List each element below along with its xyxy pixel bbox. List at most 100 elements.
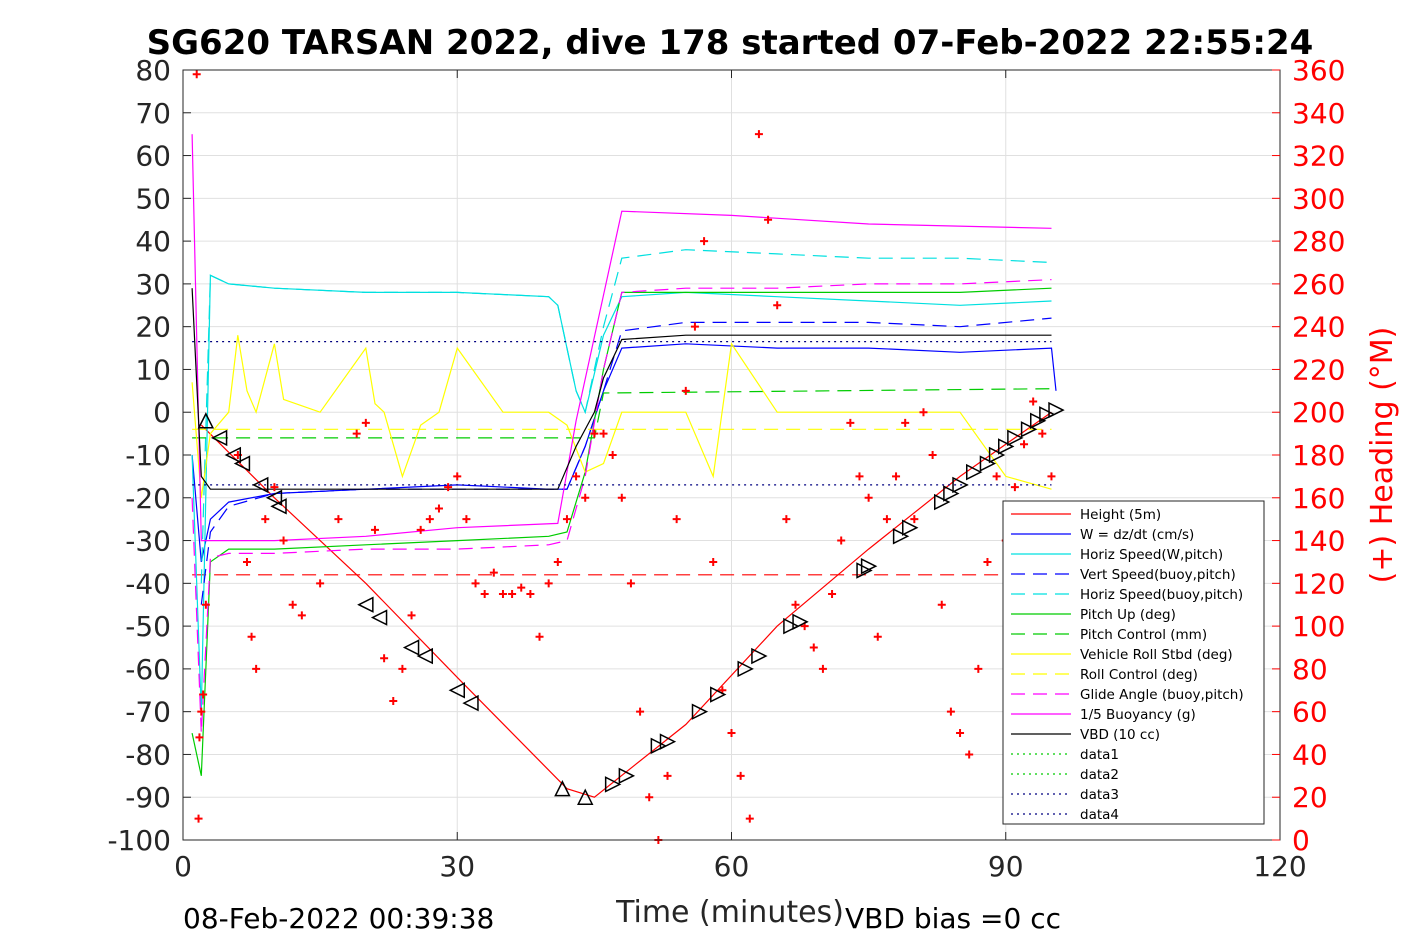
footer-vbd-bias: VBD bias =0 cc: [845, 902, 1061, 935]
heading-point: [1020, 440, 1029, 449]
heading-point: [195, 733, 204, 742]
series-line-3: [200, 317, 1052, 605]
legend-label: Height (5m): [1080, 507, 1161, 523]
heading-point: [462, 515, 471, 524]
legend-label: data3: [1080, 787, 1119, 803]
triangle-marker: [252, 476, 269, 494]
heading-point: [846, 418, 855, 427]
heading-point: [928, 451, 937, 459]
triangle-marker: [265, 489, 283, 506]
y-right-tick-label: 160: [1292, 482, 1345, 515]
heading-point: [782, 515, 791, 524]
y-right-tick-label: 340: [1292, 97, 1345, 130]
triangle-marker: [1020, 421, 1038, 438]
heading-point: [773, 301, 782, 310]
heading-point: [498, 590, 507, 599]
triangle-marker: [998, 438, 1015, 455]
legend-label: data4: [1080, 807, 1119, 823]
heading-point: [690, 322, 699, 331]
y-tick-label: -100: [107, 824, 171, 857]
heading-point: [380, 654, 389, 663]
series-line-5: [191, 287, 1052, 776]
heading-point: [425, 515, 434, 524]
heading-point: [572, 472, 581, 481]
triangle-marker: [577, 788, 594, 805]
legend-label: VBD (10 cc): [1080, 727, 1160, 743]
heading-point: [608, 451, 617, 459]
heading-point: [201, 600, 210, 609]
heading-point: [672, 515, 681, 524]
y-right-tick-label: 300: [1292, 182, 1345, 215]
heading-point: [247, 632, 256, 641]
heading-layer: [192, 70, 1056, 844]
y-tick-label: 30: [135, 268, 171, 301]
y-axis-right-label: (+) Heading (°M): [1365, 327, 1400, 584]
legend-label: Vert Speed(buoy,pitch): [1080, 567, 1236, 583]
heading-point: [937, 600, 946, 609]
y-tick-label: -20: [125, 482, 171, 515]
heading-point: [270, 483, 279, 492]
legend-label: Vehicle Roll Stbd (deg): [1080, 647, 1233, 663]
y-tick-label: 70: [135, 97, 171, 130]
heading-point: [764, 215, 773, 224]
heading-point: [544, 579, 553, 588]
y-tick-label: 10: [135, 353, 171, 386]
legend-box: [1002, 500, 1265, 825]
y-right-tick-label: 180: [1292, 439, 1345, 472]
y-right-tick-label: 240: [1292, 311, 1345, 344]
heading-point: [261, 515, 270, 524]
heading-point: [242, 557, 251, 566]
heading-point: [745, 814, 754, 823]
triangle-marker: [270, 498, 287, 515]
triangle-marker: [402, 639, 420, 656]
legend-label: data1: [1080, 747, 1119, 763]
triangle-marker: [966, 463, 983, 481]
triangle-marker: [751, 647, 768, 665]
triangle-marker: [902, 519, 919, 536]
y-tick-label: 40: [135, 225, 171, 258]
y-tick-label: -80: [125, 738, 171, 771]
triangle-marker: [856, 562, 873, 579]
heading-point: [636, 707, 645, 716]
heading-point: [194, 814, 203, 823]
y-tick-label: 0: [153, 396, 171, 429]
x-tick-label: 60: [714, 850, 750, 883]
heading-point: [681, 386, 690, 395]
axis-ticks: 0 30 60 90 12080706050403020100-10-20-30-40-…: [107, 54, 1345, 883]
y-tick-label: 50: [135, 182, 171, 215]
series-line-0: [200, 411, 1052, 798]
heading-point: [626, 579, 635, 588]
y-tick-label: -10: [125, 439, 171, 472]
heading-point: [974, 664, 983, 673]
heading-point: [197, 707, 206, 716]
heading-point: [361, 418, 370, 427]
series-line-7: [191, 335, 1052, 498]
triangle-marker: [233, 455, 251, 472]
triangle-marker: [618, 767, 636, 785]
triangle-marker: [357, 596, 374, 613]
legend-label: Horiz Speed(buoy,pitch): [1080, 587, 1243, 603]
x-tick-label: 0: [174, 850, 192, 883]
heading-point: [700, 237, 709, 246]
heading-point: [645, 793, 654, 802]
heading-point: [754, 130, 763, 139]
marker-layer: [197, 401, 1065, 805]
heading-point: [892, 472, 901, 481]
legend-label: Horiz Speed(W,pitch): [1080, 547, 1223, 563]
y-tick-label: -60: [125, 653, 171, 686]
triangle-marker: [952, 476, 969, 494]
heading-point: [837, 536, 846, 545]
footer-timestamp: 08-Feb-2022 00:39:38: [183, 902, 494, 935]
heading-point: [480, 590, 489, 599]
heading-point: [901, 418, 910, 427]
triangle-marker: [224, 446, 242, 464]
heading-point: [517, 583, 526, 592]
heading-point: [965, 750, 974, 759]
heading-point: [288, 600, 297, 609]
triangle-marker: [370, 609, 388, 626]
heading-point: [434, 504, 443, 513]
heading-point: [983, 557, 992, 566]
series-layer: [191, 134, 1057, 798]
heading-point: [818, 664, 827, 673]
y-tick-label: -50: [125, 610, 171, 643]
